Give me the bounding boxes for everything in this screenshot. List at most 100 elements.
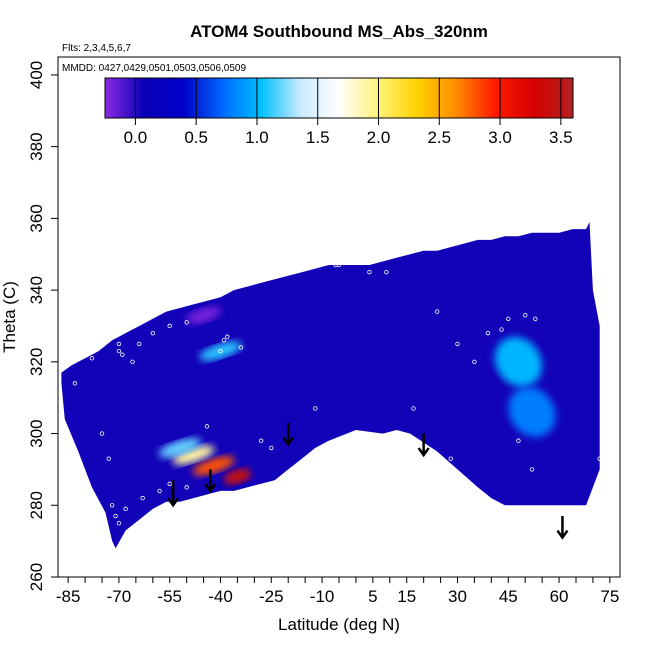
sample-point	[106, 456, 111, 461]
sample-point	[204, 424, 210, 429]
sample-point	[72, 381, 78, 386]
sample-point	[384, 269, 389, 275]
x-tick-label: 15	[397, 587, 416, 606]
sample-point	[225, 334, 230, 339]
sample-point	[109, 503, 115, 508]
x-tick-label: -40	[208, 587, 233, 606]
field-feature-ridge	[192, 456, 235, 476]
y-tick-label: 320	[27, 348, 46, 376]
down-arrow	[417, 433, 430, 458]
sample-point	[194, 298, 200, 304]
sample-point	[99, 431, 105, 436]
dates-note: MMDD: 0427,0429,0501,0503,0506,0509	[62, 63, 246, 74]
sample-point	[89, 356, 95, 361]
sample-point	[269, 445, 274, 451]
sample-point	[516, 438, 521, 443]
sample-point	[357, 431, 362, 436]
sample-point	[258, 438, 264, 443]
sample-point	[367, 269, 372, 275]
colorbar-tick-label: 1.5	[306, 128, 330, 147]
y-tick-label: 380	[27, 132, 46, 160]
x-tick-label: -70	[107, 587, 132, 606]
sample-point	[523, 313, 528, 318]
field-features	[158, 306, 556, 485]
arrow-head	[167, 497, 180, 508]
arrow-head	[282, 436, 295, 447]
heatmap-field	[61, 222, 600, 549]
arrow-head	[556, 529, 569, 540]
sample-point	[336, 262, 342, 268]
sample-point	[313, 406, 318, 411]
y-axis-label: Theta (C)	[0, 281, 19, 353]
sample-point	[533, 316, 538, 321]
x-tick-label: 30	[448, 587, 467, 606]
flights-note: Flts: 2,3,4,5,6,7	[62, 43, 131, 54]
sample-point	[506, 316, 511, 321]
x-tick-label: -10	[310, 587, 335, 606]
down-arrow	[167, 480, 180, 508]
sample-point	[167, 481, 172, 486]
field-feature-band	[508, 387, 556, 437]
sample-point	[455, 341, 460, 347]
x-tick-label: -25	[259, 587, 284, 606]
y-tick-label: 400	[27, 61, 46, 89]
sample-point	[116, 348, 122, 354]
y-axis: 260 280 300 320 340 360 380 400	[27, 61, 58, 591]
sample-point	[123, 506, 128, 512]
down-arrow	[556, 516, 569, 540]
down-arrow	[204, 469, 217, 494]
y-tick-label: 300	[27, 419, 46, 447]
colorbar: 0.0 0.5 1.0 1.5 2.0 2.5 3.0 3.5	[104, 77, 574, 147]
colorbar-tick-label: 1.0	[245, 128, 269, 147]
sample-point	[130, 359, 135, 365]
chart-title: ATOM4 Southbound MS_Abs_320nm	[190, 22, 488, 41]
colorbar-gradient	[104, 77, 574, 119]
y-tick-label: 340	[27, 276, 46, 304]
x-axis-label: Latitude (deg N)	[278, 615, 400, 634]
sample-point	[499, 327, 504, 332]
arrow-head	[417, 447, 430, 458]
field-feature-core	[223, 468, 251, 485]
sample-point	[597, 456, 602, 461]
sample-point	[594, 499, 599, 504]
sample-point	[238, 345, 244, 350]
y-tick-label: 280	[27, 491, 46, 519]
sample-point	[116, 341, 122, 347]
sample-points	[72, 262, 602, 526]
sample-point	[414, 442, 420, 447]
down-arrow	[282, 422, 295, 447]
sample-point	[218, 348, 223, 354]
arrow-head	[204, 483, 217, 494]
x-tick-label: 60	[550, 587, 569, 606]
sample-point	[485, 330, 491, 336]
sample-point	[167, 323, 172, 329]
y-tick-label: 360	[27, 204, 46, 232]
sample-point	[120, 352, 125, 357]
sample-point	[184, 485, 189, 490]
y-tick-label: 260	[27, 563, 46, 591]
sample-point	[472, 359, 477, 365]
arrow-markers	[167, 422, 569, 540]
sample-point	[184, 320, 189, 325]
x-axis: -85 -70 -55 -40 -25 -10 5 15 30 45 60 75	[56, 577, 619, 606]
colorbar-tick-label: 0.0	[124, 128, 148, 147]
colorbar-tick-label: 2.0	[367, 128, 391, 147]
sample-point	[529, 467, 535, 472]
sample-point	[434, 309, 440, 314]
field-feature-band	[199, 341, 242, 361]
colorbar-tick-label: 3.5	[549, 128, 573, 147]
sample-point	[113, 513, 118, 519]
sample-point	[394, 431, 399, 436]
field-feature-low	[186, 306, 221, 324]
x-tick-label: 5	[368, 587, 377, 606]
x-tick-label: -55	[157, 587, 182, 606]
field-feature-band	[158, 438, 201, 458]
sample-point	[150, 330, 155, 336]
colorbar-tick-label: 0.5	[184, 128, 208, 147]
field-base	[61, 222, 600, 549]
sample-point	[137, 341, 142, 347]
x-tick-label: 75	[600, 587, 619, 606]
colorbar-tick-label: 2.5	[427, 128, 451, 147]
x-tick-label: 45	[499, 587, 518, 606]
field-feature-ridge	[172, 445, 215, 465]
